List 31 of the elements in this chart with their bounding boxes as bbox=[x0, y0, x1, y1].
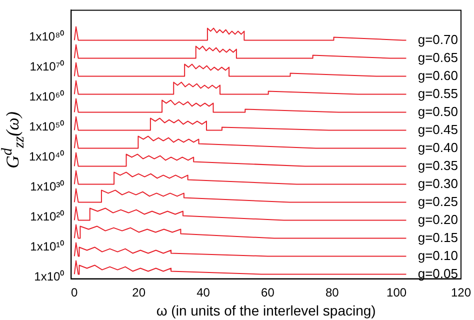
series-label: g=0.35 bbox=[418, 158, 458, 173]
y-tick-label: 1x10³⁰ bbox=[30, 180, 64, 194]
x-tick-label: 20 bbox=[132, 285, 146, 300]
series-label: g=0.10 bbox=[418, 248, 458, 263]
series-label: g=0.25 bbox=[418, 194, 458, 209]
x-tick-label: 80 bbox=[325, 285, 340, 300]
x-tick-label: 100 bbox=[386, 285, 407, 300]
y-tick-label: 1x10⁴⁰ bbox=[28, 150, 64, 164]
series-label: g=0.45 bbox=[418, 122, 458, 137]
y-tick-label: 1x10¹⁰ bbox=[30, 240, 64, 254]
series-label: g=0.50 bbox=[418, 104, 458, 119]
series-label: g=0.70 bbox=[418, 32, 458, 47]
series-label: g=0.60 bbox=[418, 68, 458, 83]
x-tick-label: 40 bbox=[196, 285, 210, 300]
x-axis-title: ω (in units of the interlevel spacing) bbox=[156, 302, 376, 318]
y-tick-label: 1x10⁰ bbox=[34, 270, 64, 284]
x-tick-label: 0 bbox=[71, 285, 78, 300]
series-label: g=0.65 bbox=[418, 50, 458, 65]
series-label: g=0.05 bbox=[418, 266, 458, 281]
y-tick-label: 1x10⁸⁰ bbox=[29, 30, 64, 44]
y-tick-label: 1x10⁷⁰ bbox=[30, 60, 64, 74]
series-label: g=0.15 bbox=[418, 230, 458, 245]
y-tick-label: 1x10⁶⁰ bbox=[29, 90, 64, 104]
x-tick-label: 60 bbox=[261, 285, 275, 300]
y-tick-label: 1x10²⁰ bbox=[30, 210, 64, 224]
series-label: g=0.55 bbox=[418, 86, 458, 101]
series-label: g=0.30 bbox=[418, 176, 458, 191]
x-tick-label: 120 bbox=[450, 285, 472, 300]
y-tick-label: 1x10⁵⁰ bbox=[29, 120, 64, 134]
series-label: g=0.40 bbox=[418, 140, 458, 155]
series-label: g=0.20 bbox=[418, 212, 458, 227]
